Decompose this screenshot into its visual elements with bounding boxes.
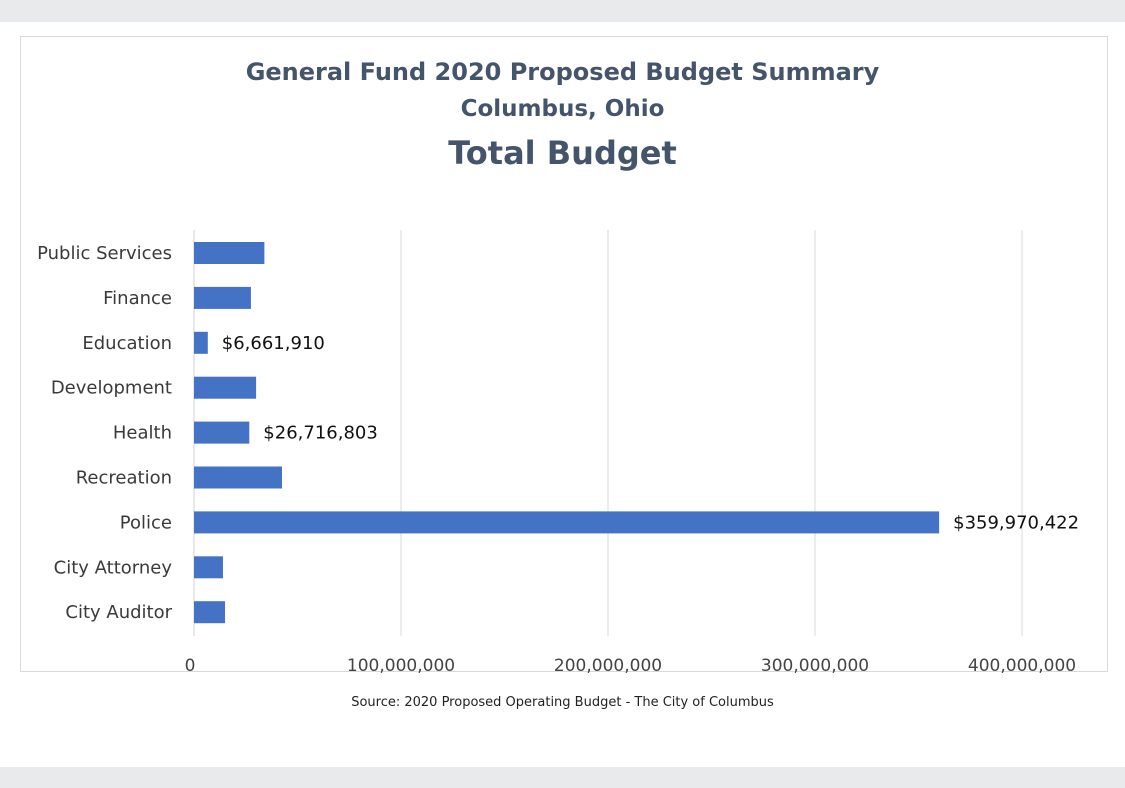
- bar: [194, 421, 250, 444]
- category-label: Recreation: [76, 468, 172, 489]
- category-label: Education: [82, 333, 172, 354]
- category-label: Health: [113, 423, 172, 444]
- data-label: $359,970,422: [953, 512, 1079, 533]
- data-label: $26,716,803: [263, 423, 378, 444]
- bar: [194, 376, 257, 399]
- x-tick-label: 0: [185, 656, 196, 676]
- x-tick-label: 300,000,000: [761, 656, 869, 676]
- category-label: Finance: [103, 288, 172, 309]
- chart-subtitle-total: Total Budget: [448, 134, 677, 172]
- bar: [194, 331, 208, 354]
- x-tick-label: 100,000,000: [347, 656, 455, 676]
- chart-subtitle: Columbus, Ohio: [460, 96, 665, 122]
- category-label: Police: [120, 512, 172, 533]
- data-label: $6,661,910: [222, 333, 325, 354]
- bar: [194, 556, 223, 579]
- category-label: City Attorney: [54, 557, 173, 578]
- x-tick-label: 200,000,000: [554, 656, 662, 676]
- bar: [194, 601, 226, 624]
- category-label: Development: [51, 378, 172, 399]
- source-note: Source: 2020 Proposed Operating Budget -…: [351, 695, 774, 710]
- bar: [194, 511, 940, 534]
- category-label: Public Services: [37, 243, 172, 264]
- bar: [194, 466, 282, 489]
- category-label: City Auditor: [65, 602, 172, 623]
- x-tick-label: 400,000,000: [968, 656, 1076, 676]
- bar: [194, 242, 265, 264]
- bar: [194, 286, 251, 309]
- chart-title: General Fund 2020 Proposed Budget Summar…: [245, 58, 880, 86]
